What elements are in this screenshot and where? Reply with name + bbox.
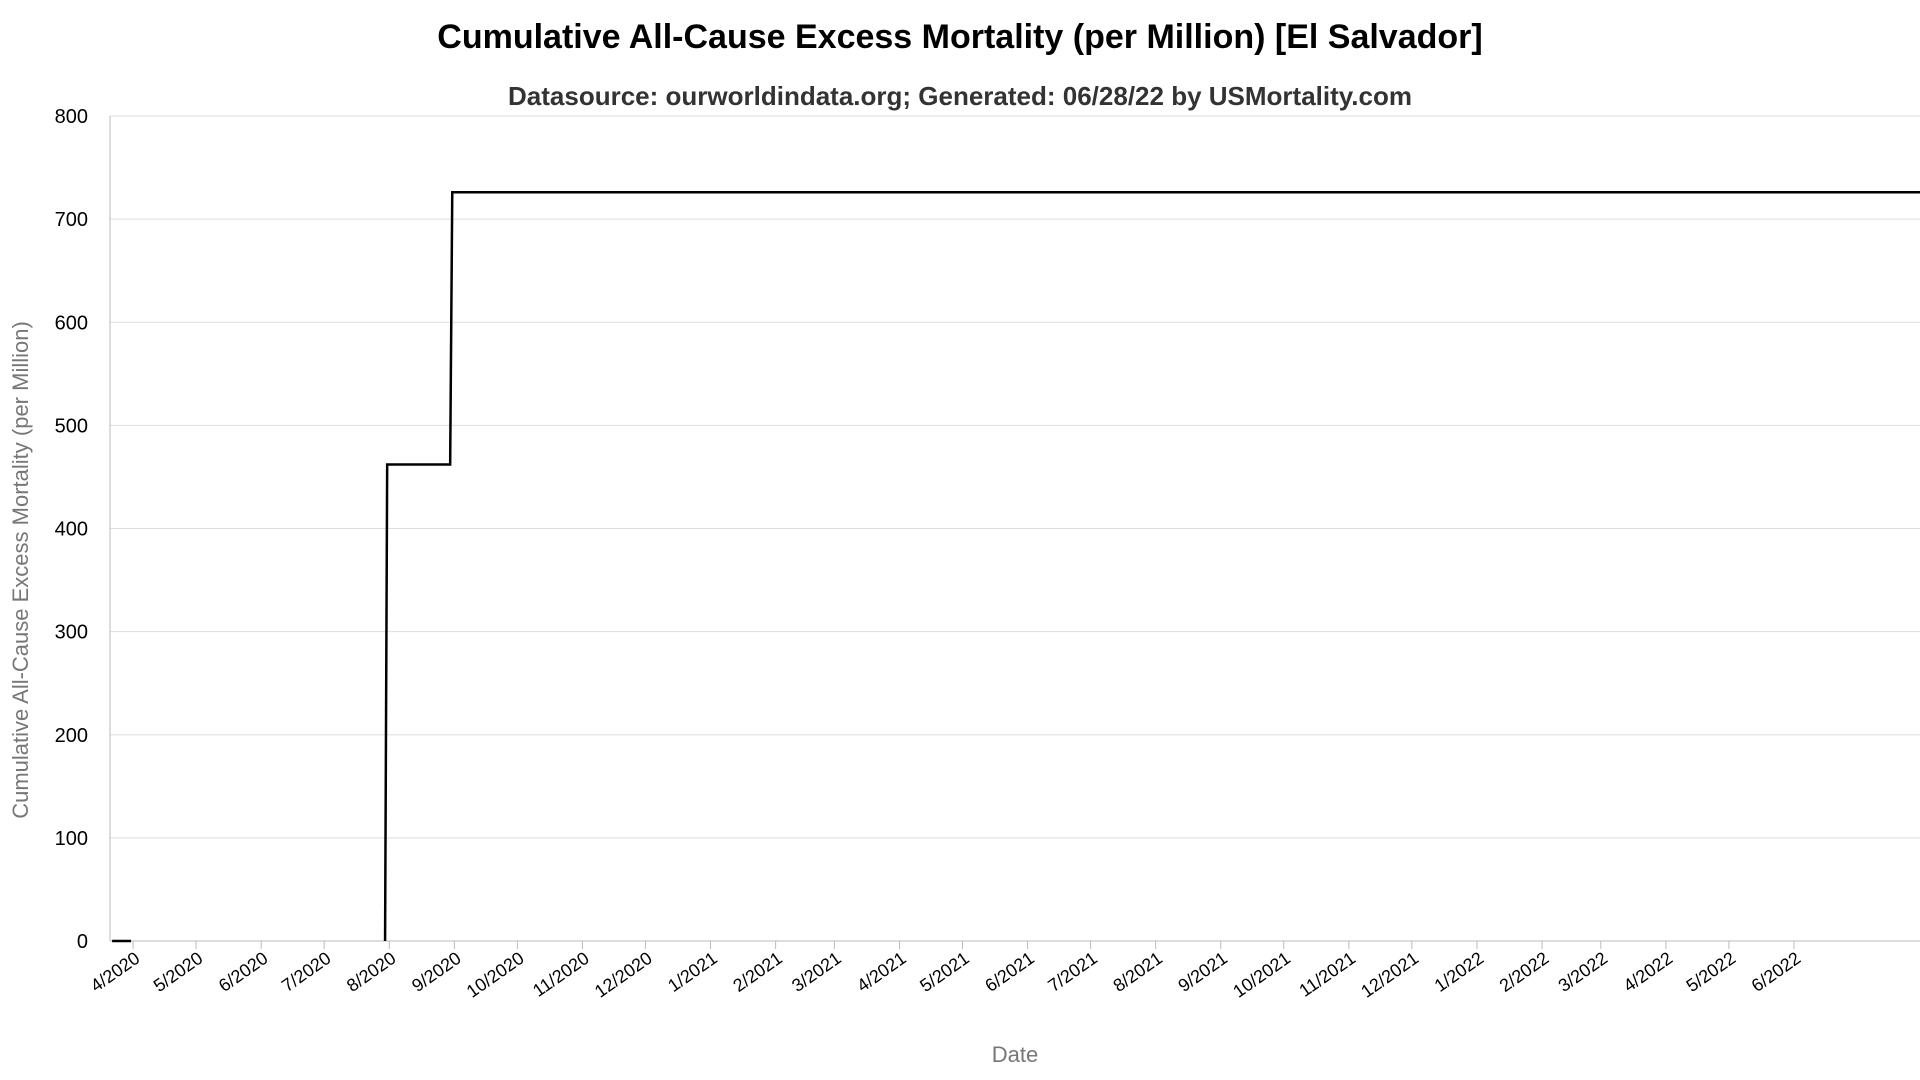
x-tick-label: 6/2022 [1748,948,1805,996]
x-tick-label: 11/2021 [1295,948,1359,1001]
y-tick-label: 200 [55,725,88,747]
x-tick-label: 11/2020 [529,948,593,1001]
series-layer [112,191,1920,943]
y-tick-label: 0 [77,931,88,953]
x-tick-label: 7/2021 [1044,948,1101,996]
grid-lines [110,115,1920,942]
x-tick-label: 1/2022 [1431,948,1488,996]
x-tick-label: 2/2022 [1496,948,1553,996]
y-tick-label: 300 [55,622,88,644]
x-tick-label: 8/2020 [343,948,400,996]
y-tick-label: 400 [55,519,88,541]
x-tick-label: 12/2020 [591,948,656,1002]
x-axis-label: Date [992,1042,1038,1067]
y-axis-label: Cumulative All-Cause Excess Mortality (p… [8,321,33,819]
y-axis-tick-labels: 0 100 200 300 400 500 600 700 800 [55,106,88,953]
series-line-0 [112,191,1920,943]
x-tick-label: 7/2020 [278,948,335,996]
chart-subtitle: Datasource: ourworldindata.org; Generate… [508,81,1412,111]
y-tick-label: 100 [55,828,88,850]
x-tick-label: 5/2021 [916,948,973,996]
x-tick-label: 3/2022 [1555,948,1612,996]
x-axis-tick-labels: 4/2020 5/2020 6/2020 7/2020 8/2020 9/202010/2… [87,948,1804,1002]
x-tick-label: 5/2022 [1683,948,1740,996]
x-tick-label: 9/2020 [408,948,465,996]
x-tick-label: 2/2021 [729,948,786,996]
y-tick-label: 500 [55,415,88,437]
axes [109,116,1920,949]
x-tick-label: 9/2021 [1174,948,1231,996]
x-tick-label: 6/2021 [981,948,1038,996]
chart-title: Cumulative All-Cause Excess Mortality (p… [437,18,1482,56]
y-tick-label: 800 [55,106,88,128]
x-tick-label: 10/2020 [463,948,528,1002]
x-tick-label: 6/2020 [215,948,272,996]
x-tick-label: 12/2021 [1357,948,1422,1002]
y-tick-label: 600 [55,312,88,334]
x-tick-label: 5/2020 [150,948,207,996]
x-tick-label: 10/2021 [1229,948,1294,1002]
x-tick-label: 4/2020 [87,948,144,996]
x-tick-label: 1/2021 [664,948,721,996]
x-tick-label: 4/2021 [853,948,910,996]
x-tick-label: 4/2022 [1620,948,1677,996]
x-tick-label: 8/2021 [1109,948,1166,996]
x-tick-label: 3/2021 [788,948,845,996]
y-tick-label: 700 [55,209,88,231]
